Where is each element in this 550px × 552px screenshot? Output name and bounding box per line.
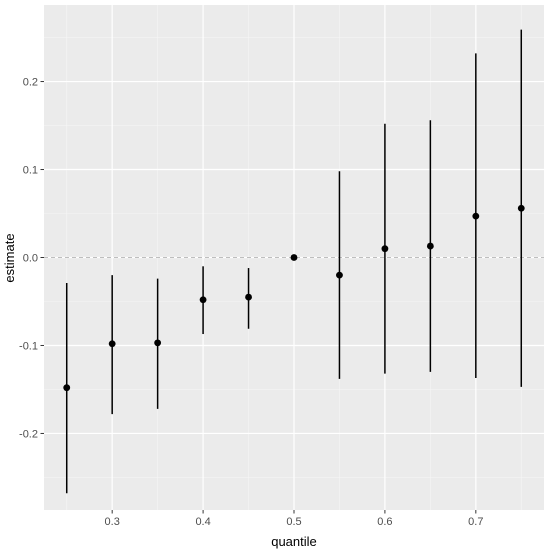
x-tick-label: 0.4 [195,516,210,528]
data-point [108,340,116,348]
y-tick-label: 0.2 [23,77,38,89]
x-tick-label: 0.3 [105,516,120,528]
x-tick-label: 0.5 [286,516,301,528]
x-axis-title: quantile [271,534,317,549]
point-layer [63,204,525,392]
y-tick-label: -0.2 [19,428,38,440]
data-point [245,293,252,301]
data-point [290,254,298,261]
data-point [426,242,434,250]
data-point [336,271,343,279]
y-tick-label: 0.1 [23,165,38,177]
x-tick-label: 0.7 [468,516,483,528]
x-tick-label: 0.6 [377,516,392,528]
data-point [199,296,207,304]
data-point [472,212,480,220]
data-point [381,245,389,253]
data-point [517,204,525,212]
data-point [63,384,71,392]
y-tick-label: 0.0 [23,253,38,265]
y-axis-title: estimate [2,233,17,282]
data-point [154,339,162,347]
tick-layer: 0.3 0.4 0.5 0.6 0.7 -0.2 -0.1 0.0 0.1 0.2 [19,77,483,528]
y-tick-label: -0.1 [19,340,38,352]
